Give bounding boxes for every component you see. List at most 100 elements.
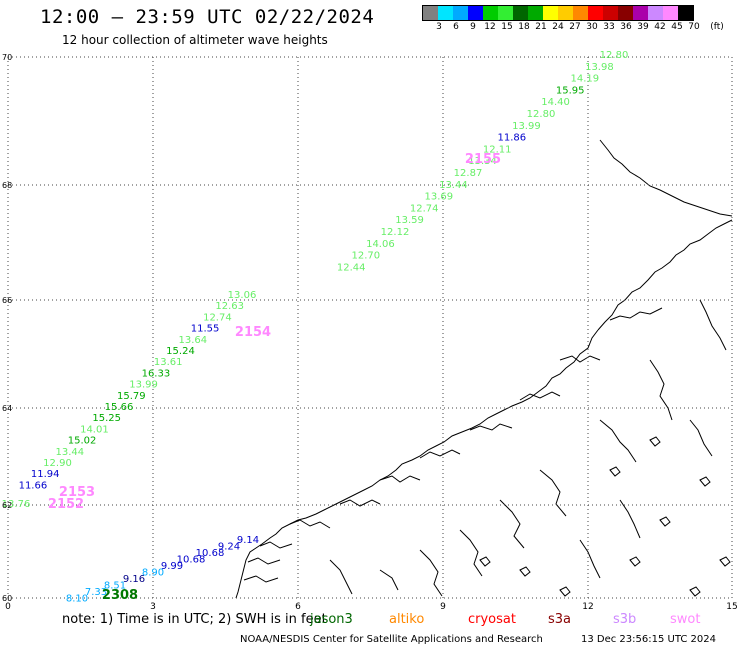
island-outline xyxy=(519,566,531,577)
legend-swatch xyxy=(633,6,648,20)
legend-label: 24 xyxy=(552,22,564,32)
wave-height-value: 8.51 xyxy=(104,581,126,592)
coastline-segment xyxy=(329,559,353,595)
legend-swatch xyxy=(513,6,528,20)
wave-height-value: 13.59 xyxy=(395,215,424,226)
altimeter-track-2153: 2153 xyxy=(59,485,95,500)
island-outline xyxy=(659,516,671,527)
legend-swatch xyxy=(423,6,438,20)
satellite-label-s3a: s3a xyxy=(548,612,572,627)
wave-height-value: 11.55 xyxy=(191,324,220,335)
coastline-segment xyxy=(559,355,601,363)
coastline-segment xyxy=(539,469,567,517)
altimeter-track-2155: 12.8013.9814.1915.9514.4012.8013.9911.86… xyxy=(337,50,628,273)
footer-note: note: 1) Time is in UTC; 2) SWH is in fe… xyxy=(62,612,327,627)
legend-swatch xyxy=(603,6,618,20)
wave-height-value: 12.74 xyxy=(203,312,232,323)
island-outline xyxy=(629,556,641,567)
legend-label: 18 xyxy=(518,22,530,32)
track-pass-id: 2155 xyxy=(465,152,501,167)
wave-height-value: 13.76 xyxy=(2,499,31,510)
wave-height-value: 13.99 xyxy=(512,121,541,132)
wave-height-value: 9.99 xyxy=(161,561,183,572)
legend-swatch xyxy=(678,6,693,20)
legend-swatch xyxy=(498,6,513,20)
wave-height-value: 13.99 xyxy=(129,380,158,391)
wave-height-value: 9.14 xyxy=(237,535,259,546)
wave-height-value: 12.70 xyxy=(351,251,380,262)
coastline-segment xyxy=(419,449,461,459)
legend-label: 21 xyxy=(535,22,547,32)
track-pass-id: 2308 xyxy=(102,588,138,603)
legend-swatch xyxy=(663,6,678,20)
wave-height-value: 13.64 xyxy=(178,335,207,346)
color-legend: 3 6 9 12 15 18 21 24 27 30 33 36 39 42 45 70 (ft) xyxy=(422,5,724,33)
coastline-segment xyxy=(599,139,733,217)
island-outline xyxy=(719,556,731,567)
satellite-label-s3b: s3b xyxy=(613,612,637,627)
wave-height-value: 15.66 xyxy=(105,402,134,413)
y-tick-label: 70 xyxy=(2,53,12,62)
wave-height-value: 13.98 xyxy=(585,62,614,73)
coastline-segment xyxy=(599,419,637,463)
coastline-segment xyxy=(597,219,733,331)
wave-height-value: 12.74 xyxy=(410,203,439,214)
island-outline xyxy=(609,466,621,477)
legend-label: 30 xyxy=(586,22,598,32)
legend-label: 70 xyxy=(688,22,700,32)
y-tick-label: 62 xyxy=(2,501,12,510)
legend-label: 27 xyxy=(569,22,581,32)
legend-label: 9 xyxy=(470,22,476,32)
wave-height-value: 13.44 xyxy=(55,447,84,458)
wave-height-value: 11.86 xyxy=(497,133,526,144)
island-outline xyxy=(689,586,701,597)
island-outline xyxy=(649,436,661,447)
coastline-segment xyxy=(469,423,513,431)
legend-swatch xyxy=(438,6,453,20)
wave-height-value: 7.33 xyxy=(85,587,107,598)
map-grid xyxy=(7,56,733,599)
wave-height-value: 15.95 xyxy=(556,85,585,96)
coastline-segment xyxy=(419,549,443,597)
coastline-segment xyxy=(619,499,641,539)
coastline-segment xyxy=(259,541,293,549)
x-tick-label: 6 xyxy=(295,602,301,612)
legend-swatch xyxy=(648,6,663,20)
y-tick-label: 68 xyxy=(2,181,12,190)
satellite-label-jason3: jason3 xyxy=(310,612,353,627)
coastline-segment xyxy=(649,359,673,421)
y-tick-label: 64 xyxy=(2,404,12,413)
legend-swatch xyxy=(453,6,468,20)
coastline-segment xyxy=(609,307,663,321)
legend-label: 45 xyxy=(671,22,683,32)
page-subtitle: 12 hour collection of altimeter wave hei… xyxy=(62,33,328,47)
track-pass-id: 2153 xyxy=(59,485,95,500)
wave-height-value: 15.02 xyxy=(68,436,97,447)
legend-swatch xyxy=(558,6,573,20)
wave-height-value: 10.68 xyxy=(177,555,206,566)
coastline-segment xyxy=(243,575,279,583)
coastline-segment xyxy=(235,329,599,599)
wave-height-value: 13.61 xyxy=(154,357,183,368)
wave-height-value: 13.34 xyxy=(468,156,497,167)
legend-swatch xyxy=(528,6,543,20)
x-tick-label: 0 xyxy=(5,602,11,612)
island-outline xyxy=(699,476,711,487)
x-tick-label: 3 xyxy=(150,602,156,612)
y-tick-label: 60 xyxy=(2,594,12,603)
generation-timestamp: 13 Dec 23:56:15 UTC 2024 xyxy=(581,634,716,645)
wave-height-value: 9.24 xyxy=(218,542,240,553)
legend-swatch xyxy=(618,6,633,20)
legend-swatch xyxy=(483,6,498,20)
track-pass-id: 2152 xyxy=(48,497,84,512)
coastline-segment xyxy=(519,391,561,401)
altimeter-tracks: 12.8013.9814.1915.9514.4012.8013.9911.86… xyxy=(2,50,629,605)
axis-ticks: 70 68 66 64 62 600 3 6 9 12 15 xyxy=(2,53,738,612)
satellite-label-cryosat: cryosat xyxy=(468,612,516,627)
satellite-label-altiko: altiko xyxy=(389,612,425,627)
island-outline xyxy=(559,586,571,597)
wave-height-value: 12.44 xyxy=(337,262,366,273)
wave-height-value: 16.33 xyxy=(142,368,171,379)
wave-height-value: 12.80 xyxy=(600,50,629,61)
